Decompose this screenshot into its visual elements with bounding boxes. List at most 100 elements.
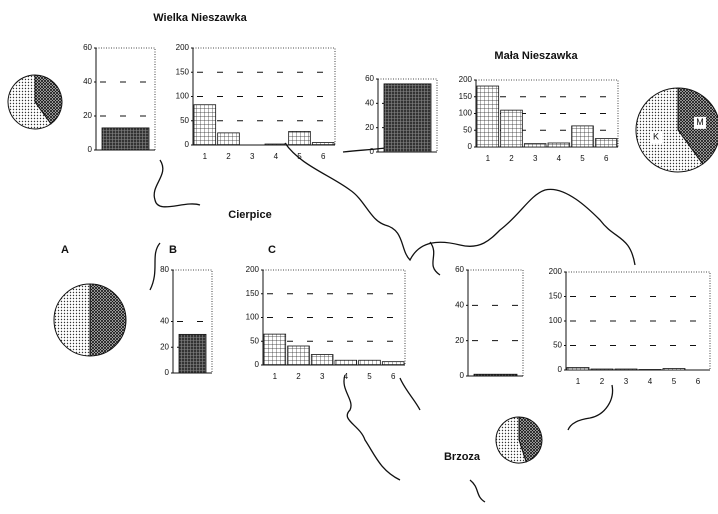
pie-slice	[495, 416, 527, 464]
y-tick-label: 40	[455, 300, 464, 309]
pie-slice	[7, 74, 52, 130]
x-tick-label: 2	[600, 377, 605, 386]
bar	[264, 143, 288, 146]
y-tick-label: 100	[246, 313, 260, 322]
y-tick-label: 200	[176, 43, 190, 52]
place-name: Mała Nieszawka	[494, 50, 578, 62]
x-tick-label: 2	[296, 372, 301, 381]
pie-label: M	[696, 117, 704, 127]
pie-slice	[518, 416, 543, 463]
x-tick-label: 1	[203, 152, 208, 161]
x-tick-label: 4	[648, 377, 653, 386]
y-tick-label: 40	[160, 317, 169, 326]
x-tick-label: 1	[576, 377, 581, 386]
y-tick-label: 100	[176, 92, 190, 101]
bar	[358, 359, 381, 366]
place-name: Cierpice	[228, 209, 271, 221]
y-tick-label: 200	[549, 267, 563, 276]
bar	[473, 373, 518, 377]
pie-label: K	[653, 132, 659, 142]
bar	[571, 125, 594, 148]
x-tick-label: 5	[367, 372, 372, 381]
bar	[101, 127, 150, 151]
bar	[383, 83, 432, 153]
bar	[217, 132, 240, 146]
x-tick-label: 3	[320, 372, 325, 381]
y-tick-label: 50	[180, 116, 189, 125]
pie-slice	[34, 74, 63, 125]
y-tick-label: 0	[370, 147, 375, 156]
y-tick-label: 150	[549, 292, 563, 301]
bar	[178, 333, 207, 374]
bar	[590, 368, 614, 371]
bar	[263, 333, 287, 366]
y-tick-label: 150	[459, 92, 473, 101]
x-tick-label: 4	[344, 372, 349, 381]
x-tick-label: 4	[274, 152, 279, 161]
y-tick-label: 50	[250, 336, 259, 345]
place-name: Brzoza	[444, 451, 481, 463]
bar	[288, 131, 311, 146]
bar	[662, 368, 686, 371]
bar	[500, 109, 523, 148]
plot-frame	[565, 271, 711, 371]
y-tick-label: 20	[455, 336, 464, 345]
x-tick-label: 1	[273, 372, 278, 381]
bar	[476, 85, 500, 148]
panel-letter: A	[61, 244, 69, 256]
x-tick-label: 1	[486, 154, 491, 163]
panel-letter: C	[268, 244, 276, 256]
pie-label-box	[650, 131, 663, 144]
y-tick-label: 100	[549, 316, 563, 325]
y-tick-label: 40	[365, 98, 374, 107]
y-tick-label: 0	[88, 145, 93, 154]
y-tick-label: 150	[176, 67, 190, 76]
bar	[311, 142, 335, 146]
y-tick-label: 20	[160, 342, 169, 351]
x-tick-label: 6	[604, 154, 609, 163]
x-tick-label: 2	[226, 152, 231, 161]
x-tick-label: 4	[557, 154, 562, 163]
bar	[547, 142, 571, 148]
y-tick-label: 80	[160, 265, 169, 274]
y-tick-label: 0	[255, 360, 260, 369]
place-name: Wielka Nieszawka	[153, 12, 247, 24]
x-tick-label: 3	[624, 377, 629, 386]
y-tick-label: 0	[165, 368, 170, 377]
x-tick-label: 3	[250, 152, 255, 161]
y-tick-label: 0	[185, 140, 190, 149]
y-tick-label: 0	[558, 365, 563, 374]
bar	[594, 138, 618, 148]
y-tick-label: 50	[463, 125, 472, 134]
bar	[381, 361, 405, 366]
x-tick-label: 5	[580, 154, 585, 163]
x-tick-label: 6	[321, 152, 326, 161]
panel-letter: B	[169, 244, 177, 256]
x-tick-label: 2	[509, 154, 514, 163]
bar	[287, 345, 310, 366]
x-tick-label: 3	[533, 154, 538, 163]
y-tick-label: 60	[455, 265, 464, 274]
bar	[334, 359, 358, 366]
y-tick-label: 100	[459, 109, 473, 118]
pie-slice	[53, 283, 91, 357]
bar	[523, 143, 547, 148]
y-tick-label: 60	[365, 74, 374, 83]
plot-frame	[467, 269, 524, 377]
y-tick-label: 60	[83, 43, 92, 52]
y-tick-label: 40	[83, 77, 92, 86]
x-tick-label: 6	[391, 372, 396, 381]
x-tick-label: 5	[672, 377, 677, 386]
y-tick-label: 20	[83, 111, 92, 120]
x-tick-label: 6	[696, 377, 701, 386]
bar	[566, 367, 590, 371]
y-tick-label: 0	[460, 371, 465, 380]
y-tick-label: 0	[468, 142, 473, 151]
rivers	[149, 142, 636, 503]
pie-label-box	[693, 116, 706, 129]
y-tick-label: 50	[553, 341, 562, 350]
x-tick-label: 5	[297, 152, 302, 161]
y-tick-label: 20	[365, 123, 374, 132]
bar	[310, 354, 334, 366]
